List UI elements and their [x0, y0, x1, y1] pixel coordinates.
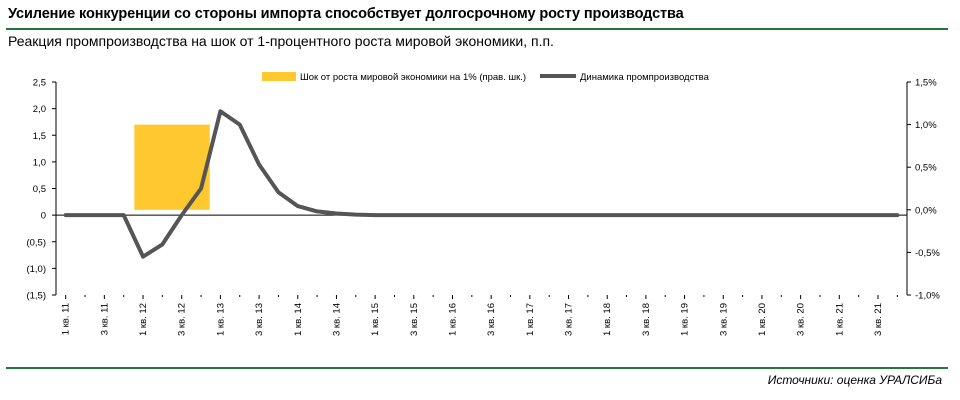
x-tick-label: 3 кв. 14: [331, 303, 342, 336]
x-tick-label: 3 кв. 11: [99, 303, 110, 335]
y-left-tick-label: 1,5: [33, 131, 46, 142]
y-right-tick-label: -0,5%: [915, 248, 940, 259]
x-tick-label: 1 кв. 17: [525, 303, 536, 336]
y-left-tick-label: (1,0): [26, 264, 46, 275]
legend-label-shock: Шок от роста мировой экономики на 1% (пр…: [300, 72, 526, 83]
legend-label-production: Динамика промпроизводства: [580, 72, 710, 83]
y-right-tick-label: 1,0%: [915, 120, 937, 131]
x-tick-label: 3 кв. 20: [796, 303, 807, 336]
y-left-tick-label: 2,0: [33, 104, 46, 115]
x-tick-label: 1 кв. 11: [61, 303, 72, 335]
y-left-tick-label: 1,0: [33, 157, 46, 168]
y-right-tick-label: 1,5%: [915, 78, 937, 89]
y-left-tick-label: 0: [41, 211, 46, 222]
x-tick-label: 3 кв. 18: [641, 303, 652, 336]
x-tick-label: 3 кв. 21: [873, 303, 884, 336]
y-left-tick-label: (1,5): [26, 291, 46, 302]
top-divider: [6, 28, 948, 30]
x-tick-label: 3 кв. 16: [486, 303, 497, 336]
x-tick-label: 1 кв. 19: [680, 303, 691, 336]
shock-bar: [134, 124, 210, 210]
line-series: [63, 109, 900, 259]
legend: Шок от роста мировой экономики на 1% (пр…: [262, 72, 710, 83]
x-tick-label: 3 кв. 13: [254, 303, 265, 336]
chart-canvas: 2,5 2,0 1,5 1,0 0,5 0 (0,5) (1,0) (1,5) 1,5% 1,0%…: [26, 72, 940, 336]
bottom-divider: [6, 367, 948, 369]
y-left-tick-label: 0,5: [33, 184, 46, 195]
x-tick-label: 1 кв. 18: [602, 303, 613, 336]
production-line: [63, 109, 900, 259]
chart-title: Усиление конкуренции со стороны импорта …: [8, 6, 684, 22]
y-right-tick-label: 0,0%: [915, 205, 937, 216]
x-tick-label: 1 кв. 13: [215, 303, 226, 336]
x-tick-label: 1 кв. 15: [370, 303, 381, 336]
x-tick-label: 1 кв. 16: [447, 303, 458, 336]
bar-series: [134, 124, 210, 210]
x-axis: 1 кв. 11 3 кв. 11 1 кв. 12 3 кв. 12 1 кв. 13…: [61, 295, 898, 336]
y-left-tick-label: (0,5): [26, 237, 46, 248]
x-tick-label: 1 кв. 21: [834, 303, 845, 336]
x-tick-label: 3 кв. 15: [409, 303, 420, 336]
x-tick-label: 1 кв. 14: [293, 303, 304, 336]
chart-subtitle: Реакция промпроизводства на шок от 1-про…: [8, 33, 554, 49]
legend-swatch-shock: [262, 72, 296, 81]
y-left-tick-label: 2,5: [33, 78, 46, 89]
x-tick-label: 1 кв. 12: [138, 303, 149, 336]
y-right-tick-label: -1,0%: [915, 291, 940, 302]
y-right-tick-label: 0,5%: [915, 163, 937, 174]
y-axis-left: 2,5 2,0 1,5 1,0 0,5 0 (0,5) (1,0) (1,5): [26, 78, 56, 302]
source-note: Источники: оценка УРАЛСИБа: [767, 373, 942, 387]
x-tick-label: 3 кв. 17: [564, 303, 575, 336]
x-tick-label: 3 кв. 19: [718, 303, 729, 336]
x-tick-label: 1 кв. 20: [757, 303, 768, 336]
x-tick-label: 3 кв. 12: [177, 303, 188, 336]
y-axis-right: 1,5% 1,0% 0,5% 0,0% -0,5% -1,0%: [907, 78, 940, 302]
